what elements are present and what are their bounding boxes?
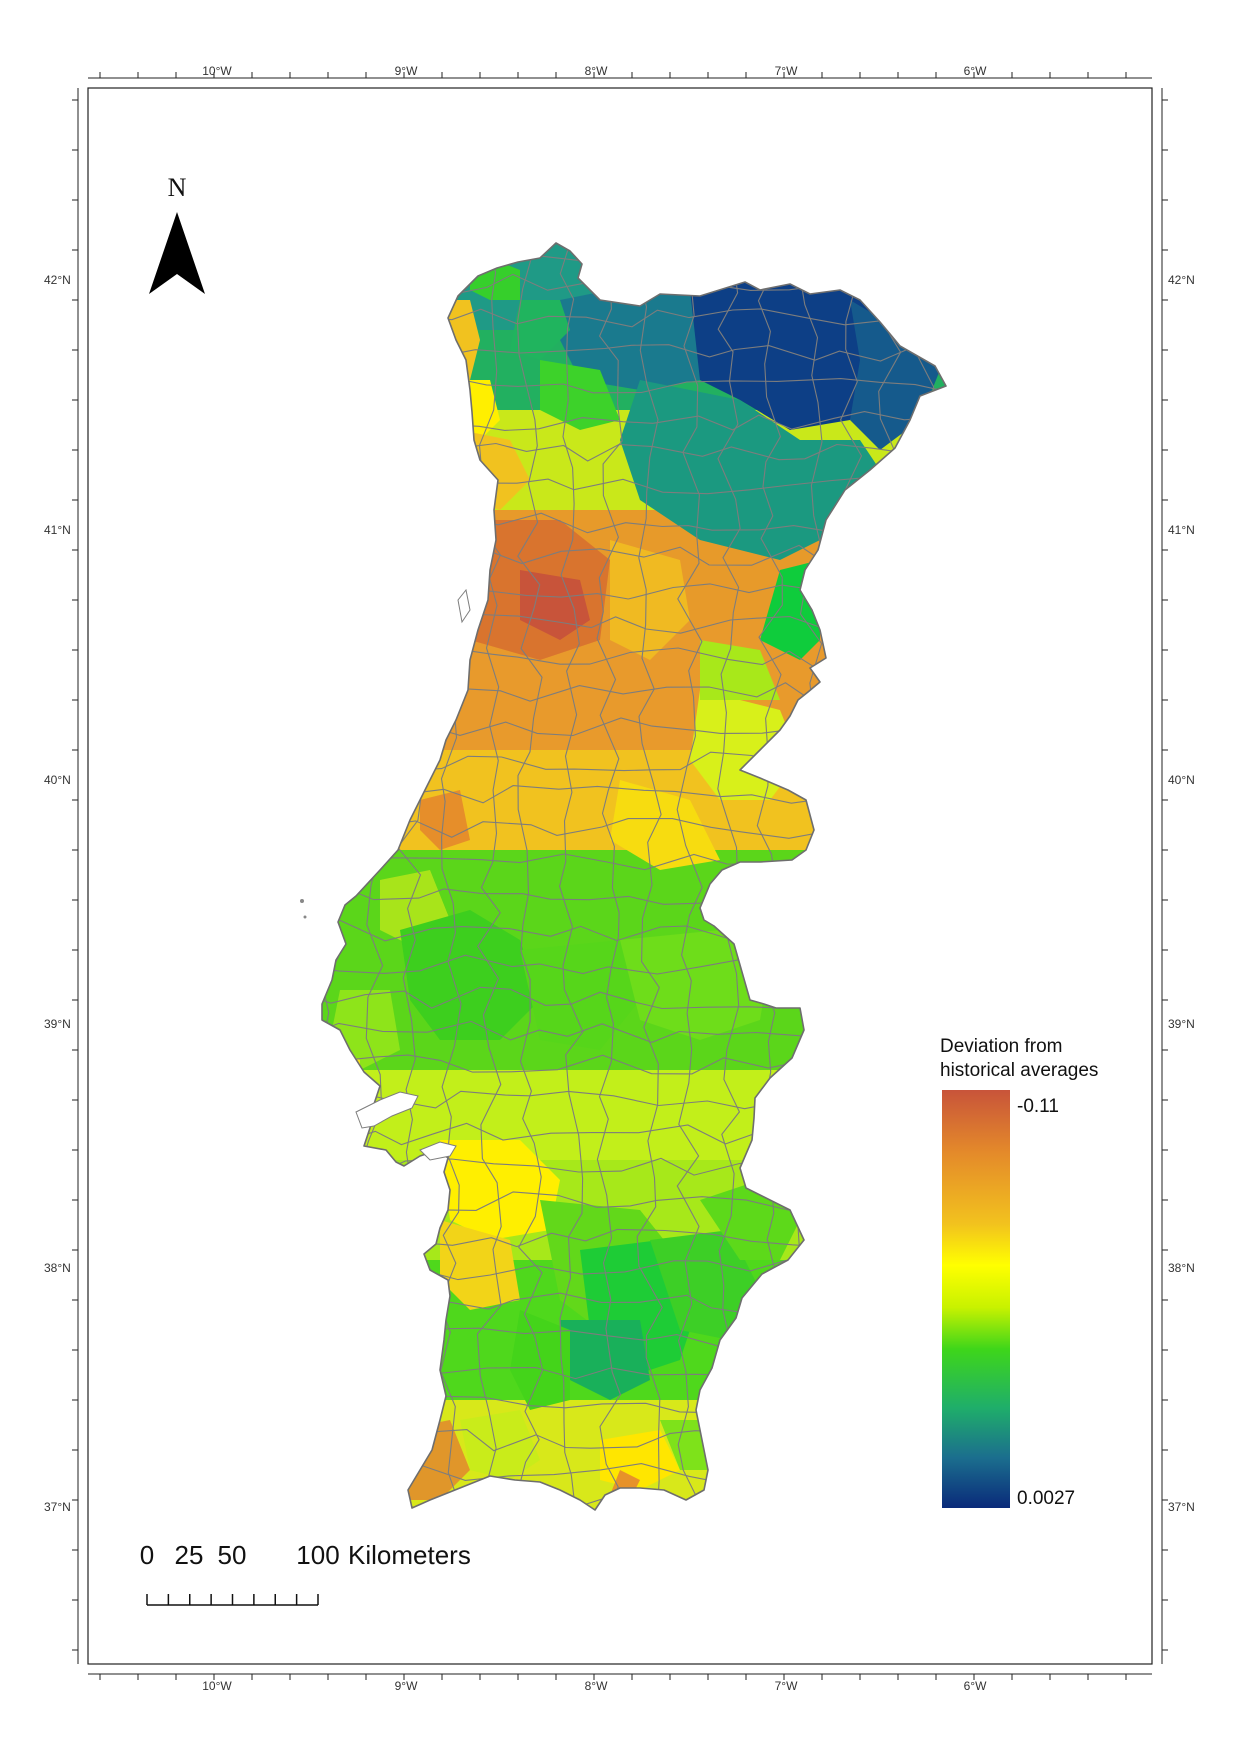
country-outline — [321, 242, 947, 1511]
legend-max-label: -0.11 — [1017, 1096, 1059, 1117]
lat-label: 39°N — [44, 1017, 71, 1031]
north-arrow: N — [149, 173, 205, 294]
lon-label: 9°W — [395, 64, 418, 78]
municipal-boundary — [636, 243, 663, 1510]
municipal-boundary — [917, 243, 944, 1510]
lat-label: 42°N — [44, 273, 71, 287]
latitude-labels-right: 42°N 41°N 40°N 39°N 38°N 37°N — [1168, 273, 1195, 1514]
municipal-boundary — [322, 243, 946, 262]
longitude-labels-top: 10°W 9°W 8°W 7°W 6°W — [202, 64, 987, 78]
north-label: N — [168, 173, 187, 202]
municipal-boundary — [322, 1496, 946, 1510]
lat-label: 41°N — [1168, 523, 1195, 537]
lon-label: 6°W — [964, 1679, 987, 1693]
lon-label: 8°W — [585, 64, 608, 78]
north-arrow-icon — [149, 212, 205, 294]
lon-label: 9°W — [395, 1679, 418, 1693]
portugal-choropleth — [300, 242, 947, 1511]
lon-label: 7°W — [775, 64, 798, 78]
municipal-boundary — [596, 243, 623, 1510]
longitude-labels-bottom: 10°W 9°W 8°W 7°W 6°W — [202, 1679, 987, 1693]
latitude-labels-left: 42°N 41°N 40°N 39°N 38°N 37°N — [44, 273, 71, 1514]
tagus-estuary — [355, 1091, 419, 1129]
lat-label: 39°N — [1168, 1017, 1195, 1031]
scale-unit: Kilometers — [348, 1540, 471, 1570]
municipal-boundary — [322, 243, 344, 1510]
municipal-boundary — [322, 273, 946, 295]
lat-label: 38°N — [1168, 1261, 1195, 1275]
berlengas-island — [300, 899, 304, 903]
municipal-boundary — [676, 243, 703, 1510]
legend-min-label: 0.0027 — [1017, 1488, 1075, 1509]
sado-estuary — [419, 1141, 457, 1161]
map-frame — [72, 72, 1168, 1680]
lon-label: 10°W — [202, 64, 232, 78]
legend-title-line2: historical averages — [940, 1060, 1098, 1081]
lat-label: 37°N — [1168, 1500, 1195, 1514]
legend-title-line1: Deviation from — [940, 1036, 1063, 1057]
berlengas-island — [303, 915, 307, 919]
lat-label: 41°N — [44, 523, 71, 537]
municipal-boundary — [476, 243, 502, 1510]
lat-label: 42°N — [1168, 273, 1195, 287]
scale-label-0: 0 — [140, 1540, 154, 1570]
scale-label-25: 25 — [175, 1540, 204, 1570]
lon-label: 6°W — [964, 64, 987, 78]
scale-label-100: 100 — [296, 1540, 339, 1570]
scale-label-50: 50 — [218, 1540, 247, 1570]
municipal-boundary — [559, 243, 584, 1510]
lat-label: 37°N — [44, 1500, 71, 1514]
legend-color-ramp — [942, 1090, 1010, 1508]
aveiro-lagoon — [457, 588, 471, 624]
lat-label: 40°N — [1168, 773, 1195, 787]
municipal-boundary — [516, 243, 544, 1510]
legend: Deviation from historical averages -0.11… — [940, 1036, 1098, 1509]
lon-label: 10°W — [202, 1679, 232, 1693]
lon-label: 8°W — [585, 1679, 608, 1693]
lat-label: 40°N — [44, 773, 71, 787]
scale-bar: 0 25 50 100 Kilometers — [140, 1540, 471, 1606]
lon-label: 7°W — [775, 1679, 798, 1693]
lat-label: 38°N — [44, 1261, 71, 1275]
